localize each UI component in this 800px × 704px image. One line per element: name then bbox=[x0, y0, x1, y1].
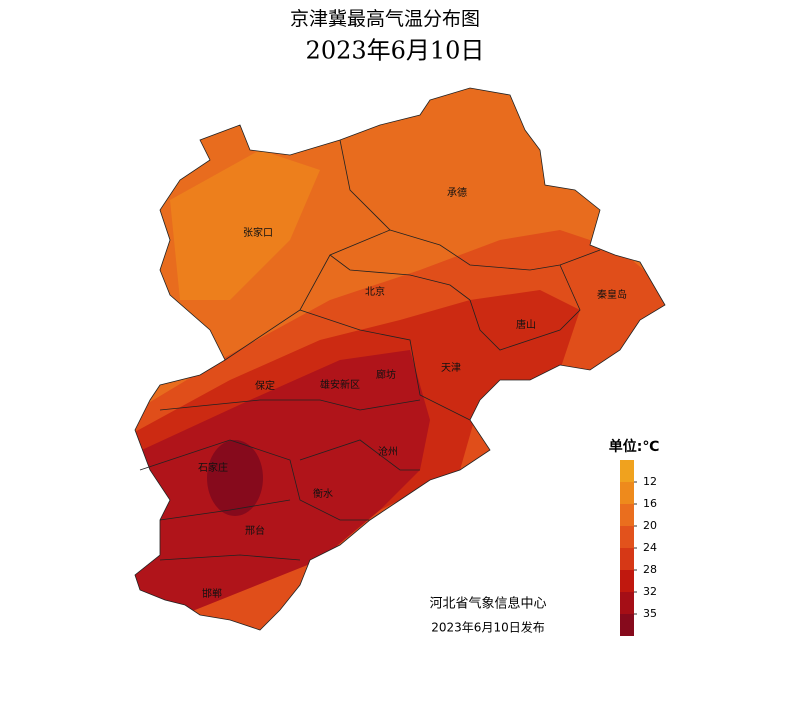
city-label: 衡水 bbox=[313, 488, 333, 500]
boundaries bbox=[134, 87, 666, 631]
legend-tick-label: 12 bbox=[643, 475, 657, 488]
legend-swatch bbox=[620, 460, 634, 482]
legend-swatch bbox=[620, 614, 634, 636]
city-label: 雄安新区 bbox=[320, 378, 360, 391]
city-label: 唐山 bbox=[516, 318, 536, 331]
source: 河北省气象信息中心 bbox=[429, 596, 546, 612]
legend-swatch bbox=[620, 482, 634, 504]
city-label: 邢台 bbox=[245, 524, 265, 537]
legend-tick-label: 20 bbox=[643, 519, 657, 532]
legend: 单位:℃ bbox=[609, 438, 660, 455]
city-label: 保定 bbox=[255, 379, 275, 392]
city-label: 承德 bbox=[447, 186, 467, 199]
legend-tick-label: 32 bbox=[643, 585, 657, 598]
city-label: 沧州 bbox=[378, 445, 398, 458]
issued: 2023年6月10日发布 bbox=[431, 620, 544, 635]
city-label: 张家口 bbox=[243, 226, 273, 239]
legend-swatch bbox=[620, 592, 634, 614]
legend-swatch bbox=[620, 570, 634, 592]
title: 京津冀最高气温分布图 bbox=[290, 8, 480, 30]
legend-swatch bbox=[620, 504, 634, 526]
legend-tick-label: 24 bbox=[643, 541, 657, 554]
legend-tick-label: 35 bbox=[643, 607, 657, 620]
legend-swatch bbox=[620, 526, 634, 548]
date: 2023年6月10日 bbox=[306, 37, 485, 65]
city-label: 石家庄 bbox=[198, 461, 228, 474]
legend-title: 单位:℃ bbox=[609, 438, 660, 455]
legend-swatch bbox=[620, 548, 634, 570]
legend-tick-label: 28 bbox=[643, 563, 657, 576]
city-label: 廊坊 bbox=[376, 368, 396, 381]
legend-tick-label: 16 bbox=[643, 497, 657, 510]
city-label: 秦皇岛 bbox=[597, 288, 627, 301]
city-label: 天津 bbox=[441, 362, 461, 374]
city-label: 邯郸 bbox=[202, 587, 222, 600]
city-label: 北京 bbox=[365, 285, 385, 298]
